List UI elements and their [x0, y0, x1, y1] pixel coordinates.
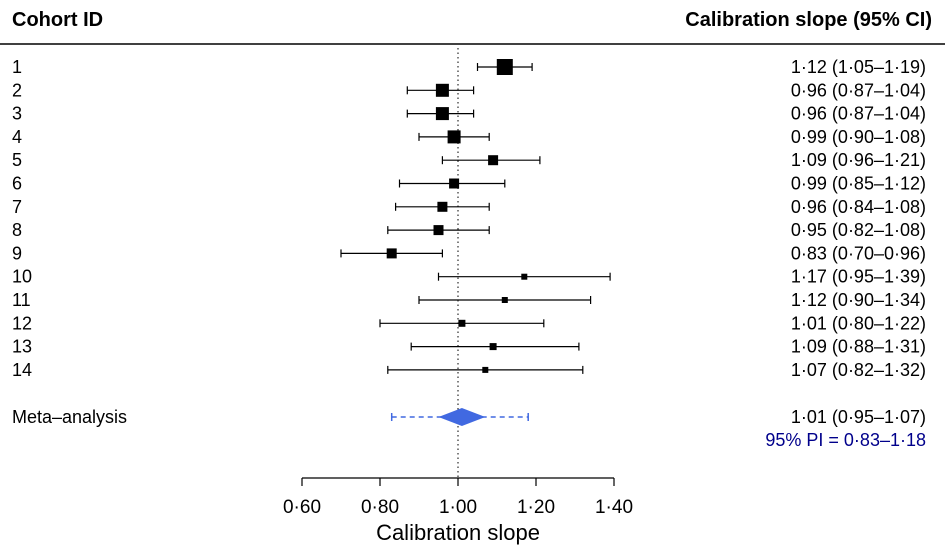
point-estimate-square	[521, 273, 528, 280]
cohort-label: 13	[12, 337, 32, 357]
ci-text: 1·12 (1·05–1·19)	[791, 57, 926, 77]
ci-text: 0·96 (0·87–1·04)	[791, 80, 926, 100]
x-tick-label: 1·40	[595, 497, 633, 518]
cohort-label: 1	[12, 57, 22, 77]
x-tick-label: 0·80	[361, 497, 399, 518]
cohort-label: 8	[12, 220, 22, 240]
meta-analysis-label: Meta–analysis	[12, 407, 127, 427]
cohort-label: 11	[12, 290, 31, 310]
ci-text: 0·99 (0·85–1·12)	[791, 174, 926, 194]
prediction-interval-text: 95% PI = 0·83–1·18	[765, 430, 926, 450]
point-estimate-square	[458, 319, 466, 327]
point-estimate-square	[433, 225, 444, 236]
point-estimate-square	[447, 130, 461, 144]
header-cohort-id: Cohort ID	[12, 9, 103, 31]
ci-text: 0·99 (0·90–1·08)	[791, 127, 926, 147]
plot-area: 1 1·12 (1·05–1·19) 2 0·96 (0·87–1·04) 3 0·96 …	[12, 48, 926, 518]
cohort-label: 3	[12, 104, 22, 124]
point-estimate-square	[496, 59, 513, 75]
point-estimate-square	[482, 366, 489, 373]
point-estimate-square	[449, 178, 460, 189]
cohort-label: 12	[12, 313, 32, 333]
cohort-label: 10	[12, 267, 32, 287]
ci-text: 0·96 (0·84–1·08)	[791, 197, 926, 217]
x-axis-title: Calibration slope	[376, 520, 540, 545]
point-estimate-square	[489, 343, 497, 351]
point-estimate-square	[488, 155, 499, 166]
x-tick-label: 1·00	[439, 497, 477, 518]
cohort-label: 5	[12, 150, 22, 170]
cohort-label: 7	[12, 197, 22, 217]
point-estimate-square	[435, 83, 449, 97]
cohort-label: 6	[12, 174, 22, 194]
ci-text: 1·17 (0·95–1·39)	[791, 267, 926, 287]
point-estimate-square	[435, 107, 449, 121]
meta-ci-text: 1·01 (0·95–1·07)	[791, 407, 926, 427]
summary-diamond	[438, 408, 486, 426]
ci-text: 1·07 (0·82–1·32)	[791, 360, 926, 380]
cohort-label: 14	[12, 360, 32, 380]
cohort-label: 4	[12, 127, 22, 147]
point-estimate-square	[501, 297, 508, 303]
ci-text: 1·09 (0·96–1·21)	[791, 150, 926, 170]
point-estimate-square	[437, 201, 448, 212]
x-tick-label: 1·20	[517, 497, 555, 518]
ci-text: 1·09 (0·88–1·31)	[791, 337, 926, 357]
header-calibration-slope: Calibration slope (95% CI)	[685, 9, 932, 31]
cohort-label: 9	[12, 243, 22, 263]
point-estimate-square	[386, 248, 397, 259]
ci-text: 1·01 (0·80–1·22)	[791, 313, 926, 333]
ci-text: 1·12 (0·90–1·34)	[791, 290, 926, 310]
ci-text: 0·83 (0·70–0·96)	[791, 243, 926, 263]
cohort-label: 2	[12, 80, 22, 100]
ci-text: 0·95 (0·82–1·08)	[791, 220, 926, 240]
x-tick-label: 0·60	[283, 497, 321, 518]
ci-text: 0·96 (0·87–1·04)	[791, 104, 926, 124]
